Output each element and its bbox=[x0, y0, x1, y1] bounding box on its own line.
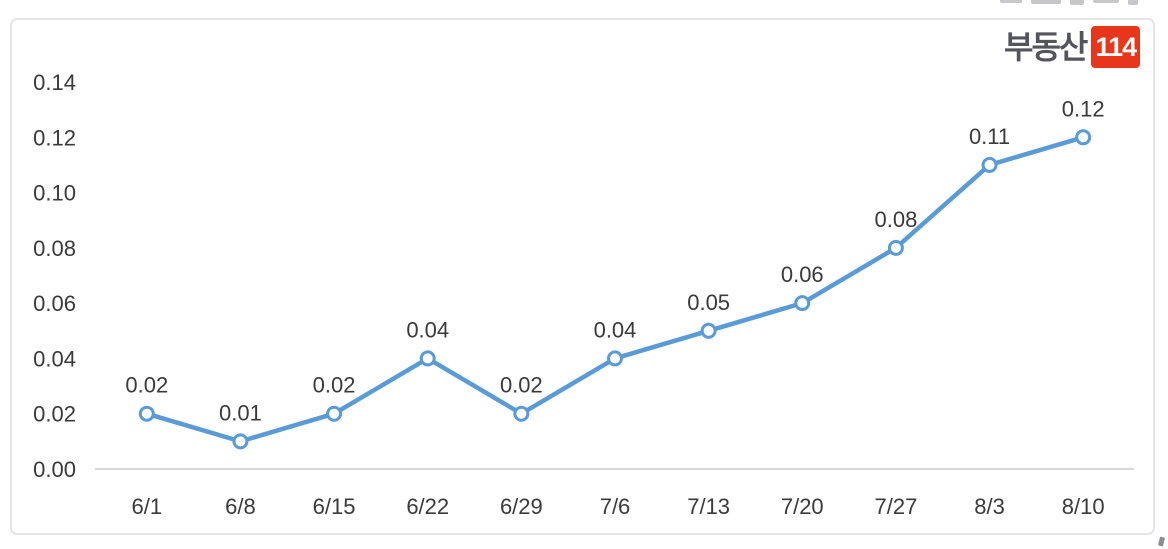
y-tick-label: 0.14 bbox=[33, 70, 76, 95]
y-tick-label: 0.08 bbox=[33, 236, 76, 261]
y-tick-label: 0.00 bbox=[33, 457, 76, 482]
x-tick-label: 6/22 bbox=[406, 494, 449, 519]
data-label: 0.08 bbox=[874, 207, 917, 232]
x-tick-label: 7/6 bbox=[600, 494, 631, 519]
data-label: 0.02 bbox=[125, 373, 168, 398]
data-label: 0.02 bbox=[313, 373, 356, 398]
data-label: 0.05 bbox=[687, 290, 730, 315]
y-tick-label: 0.02 bbox=[33, 402, 76, 427]
data-label: 0.02 bbox=[500, 373, 543, 398]
x-tick-label: 6/1 bbox=[132, 494, 163, 519]
chart-marker bbox=[513, 405, 530, 422]
logo-text: 부동산 bbox=[1004, 29, 1088, 65]
y-tick-label: 0.10 bbox=[33, 181, 76, 206]
y-tick-label: 0.04 bbox=[33, 346, 76, 371]
x-tick-label: 6/15 bbox=[313, 494, 356, 519]
budongsan114-logo: 부동산 114 bbox=[1004, 26, 1141, 68]
chart-marker bbox=[419, 350, 436, 367]
y-tick-label: 0.06 bbox=[33, 291, 76, 316]
chart-marker bbox=[138, 405, 155, 422]
chart-marker bbox=[981, 156, 998, 173]
cropped-top-text-remnant bbox=[1000, 0, 1150, 6]
x-tick-label: 7/13 bbox=[687, 494, 730, 519]
data-label: 0.06 bbox=[781, 262, 824, 287]
x-tick-label: 6/29 bbox=[500, 494, 543, 519]
x-tick-label: 8/3 bbox=[974, 494, 1005, 519]
logo-badge-114: 114 bbox=[1091, 26, 1141, 68]
chart-marker bbox=[232, 433, 249, 450]
y-tick-label: 0.12 bbox=[33, 125, 76, 150]
chart-line bbox=[144, 135, 1086, 444]
chart-marker bbox=[607, 350, 623, 367]
data-label: 0.11 bbox=[969, 124, 1010, 149]
x-tick-label: 7/20 bbox=[781, 494, 824, 519]
chart-plot-frame bbox=[10, 18, 1155, 535]
data-label: 0.12 bbox=[1062, 96, 1105, 121]
x-tick-label: 8/10 bbox=[1062, 494, 1105, 519]
data-label: 0.04 bbox=[406, 317, 449, 342]
chart-marker bbox=[326, 405, 343, 422]
chart-marker bbox=[794, 295, 811, 312]
data-label: 0.01 bbox=[219, 400, 262, 425]
chart-marker bbox=[887, 239, 904, 256]
x-tick-label: 6/8 bbox=[225, 494, 256, 519]
data-label: 0.04 bbox=[594, 317, 637, 342]
x-tick-label: 7/27 bbox=[874, 494, 917, 519]
chart-marker bbox=[1075, 129, 1092, 146]
chart-marker bbox=[700, 322, 717, 339]
